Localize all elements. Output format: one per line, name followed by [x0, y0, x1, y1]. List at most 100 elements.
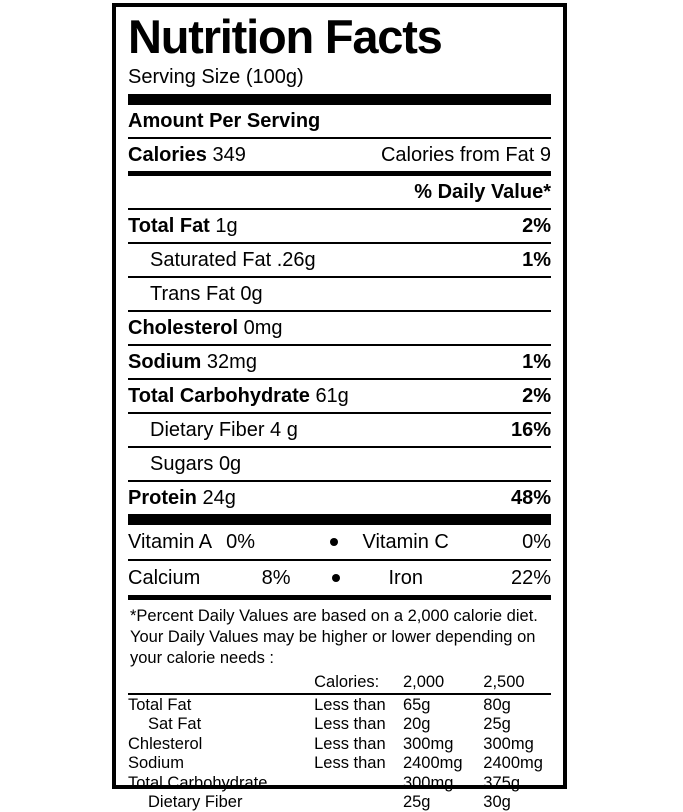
label-inner: Nutrition Facts Serving Size (100g) Amou… [116, 7, 563, 811]
table-row: Dietary Fiber 25g 30g [128, 793, 551, 812]
nutrient-row-sodium: Sodium 32mg 1% [128, 346, 551, 378]
vitamin-row-a-c: Vitamin A 0% Vitamin C 0% [128, 525, 551, 559]
nutrient-dv-sodium: 1% [522, 351, 551, 373]
row-2500: 80g [483, 695, 511, 714]
iron-cell: Iron 22% [353, 568, 552, 588]
divider [128, 559, 551, 561]
calories-label: Calories [128, 144, 207, 166]
nutrient-amount: 4 g [270, 419, 298, 441]
row-name: Dietary Fiber [148, 793, 243, 812]
row-name: Total Fat [128, 695, 192, 714]
divider-thick-vitamins [128, 514, 551, 525]
divider-under-calories [128, 171, 551, 176]
nutrient-amount: 32mg [206, 351, 257, 373]
row-2000: 65g [402, 695, 431, 714]
divider [128, 276, 551, 278]
divider [128, 242, 551, 244]
row-name: Chlesterol [128, 734, 203, 753]
divider-above-footnote [128, 595, 551, 600]
row-2500: 2400mg [483, 754, 543, 773]
vitamin-c-cell: Vitamin C 0% [351, 532, 552, 552]
table-header-rule [128, 693, 551, 696]
divider [128, 344, 551, 346]
calories-left: Calories 349 [128, 145, 246, 165]
row-2500: 375g [483, 773, 521, 792]
iron-value: 22% [510, 567, 551, 589]
row-2000: 25g [402, 793, 431, 812]
nutrient-name: Sugars [150, 453, 214, 475]
divider [128, 480, 551, 482]
nutrient-row-saturated-fat: Saturated Fat .26g 1% [128, 244, 551, 276]
table-row: Total Fat Less than 65g 80g [128, 695, 551, 714]
nutrient-label-total-carbohydrate: Total Carbohydrate 61g [128, 386, 349, 406]
nutrient-row-total-carbohydrate: Total Carbohydrate 61g 2% [128, 380, 551, 412]
vitamin-a-value: 0% [226, 531, 256, 553]
vitamin-c-label: Vitamin C [362, 531, 449, 553]
divider [128, 378, 551, 380]
nutrient-name: Cholesterol [128, 317, 239, 339]
vitamin-a-cell: Vitamin A 0% [128, 532, 317, 552]
header-2000: 2,000 [402, 672, 445, 691]
nutrient-amount: 0mg [243, 317, 283, 339]
nutrient-amount: .26g [276, 249, 316, 271]
table-rule-line [128, 693, 551, 696]
divider [128, 412, 551, 414]
bullet-separator-icon [319, 574, 353, 582]
row-less-than: Less than [314, 715, 386, 734]
calories-value: 349 [212, 144, 246, 166]
row-2000: 300mg [402, 734, 454, 753]
nutrient-name: Sodium [128, 351, 202, 373]
divider-thick-top [128, 94, 551, 105]
table-header-row: Calories: 2,000 2,500 [128, 672, 551, 693]
divider [128, 310, 551, 312]
nutrient-row-trans-fat: Trans Fat 0g [128, 278, 551, 310]
vitamin-a-label: Vitamin A [128, 531, 213, 553]
row-less-than [314, 773, 403, 792]
table-row: Chlesterol Less than 300mg 300mg [128, 734, 551, 753]
nutrient-name: Total Carbohydrate [128, 385, 310, 407]
vitamin-row-calcium-iron: Calcium 8% Iron 22% [128, 561, 551, 595]
footnote-line-3: your calorie needs : [130, 649, 274, 668]
footnote-line-1: *Percent Daily Values are based on a 2,0… [130, 607, 538, 625]
row-2500: 30g [483, 793, 511, 812]
row-less-than [314, 793, 403, 812]
iron-label: Iron [388, 567, 423, 589]
daily-value-header: % Daily Value* [414, 181, 551, 203]
header-calories: Calories: [314, 672, 380, 691]
row-less-than: Less than [314, 754, 386, 773]
row-2000: 20g [402, 715, 431, 734]
calcium-cell: Calcium 8% [128, 568, 319, 588]
divider-under-dv-header [128, 208, 551, 210]
nutrient-row-sugars: Sugars 0g [128, 448, 551, 480]
row-2000: 300mg [402, 773, 454, 792]
nutrient-dv-total-carbohydrate: 2% [522, 385, 551, 407]
nutrient-label-protein: Protein 24g [128, 488, 236, 508]
nutrient-row-dietary-fiber: Dietary Fiber 4 g 16% [128, 414, 551, 446]
nutrient-label-cholesterol: Cholesterol 0mg [128, 318, 283, 338]
nutrient-label-dietary-fiber: Dietary Fiber 4 g [150, 420, 298, 440]
nutrition-facts-label: Nutrition Facts Serving Size (100g) Amou… [112, 3, 567, 811]
nutrient-dv-total-fat: 2% [522, 215, 551, 237]
nutrient-label-total-fat: Total Fat 1g [128, 216, 238, 236]
row-less-than: Less than [314, 734, 386, 753]
nutrient-label-trans-fat: Trans Fat 0g [150, 284, 263, 304]
calcium-value: 8% [261, 567, 291, 589]
header-blank [128, 672, 314, 693]
divider-under-amount [128, 137, 551, 139]
nutrient-dv-saturated-fat: 1% [522, 249, 551, 271]
table-row: Total Carbohydrate 300mg 375g [128, 773, 551, 792]
nutrient-dv-protein: 48% [510, 487, 551, 509]
nutrient-name: Dietary Fiber [150, 419, 265, 441]
divider [128, 446, 551, 448]
nutrient-name: Protein [128, 487, 197, 509]
nutrient-amount: 1g [215, 215, 238, 237]
row-name: Sodium [128, 754, 184, 773]
nutrient-amount: 24g [202, 487, 236, 509]
nutrient-name: Total Fat [128, 215, 210, 237]
nutrient-label-sodium: Sodium 32mg [128, 352, 257, 372]
nutrient-name: Trans Fat [150, 283, 235, 305]
calories-from-fat: Calories from Fat 9 [380, 144, 551, 166]
daily-values-table: Calories: 2,000 2,500 Total Fat Less tha… [128, 672, 551, 812]
table-rule-cell [128, 693, 551, 696]
row-name: Sat Fat [148, 715, 202, 734]
